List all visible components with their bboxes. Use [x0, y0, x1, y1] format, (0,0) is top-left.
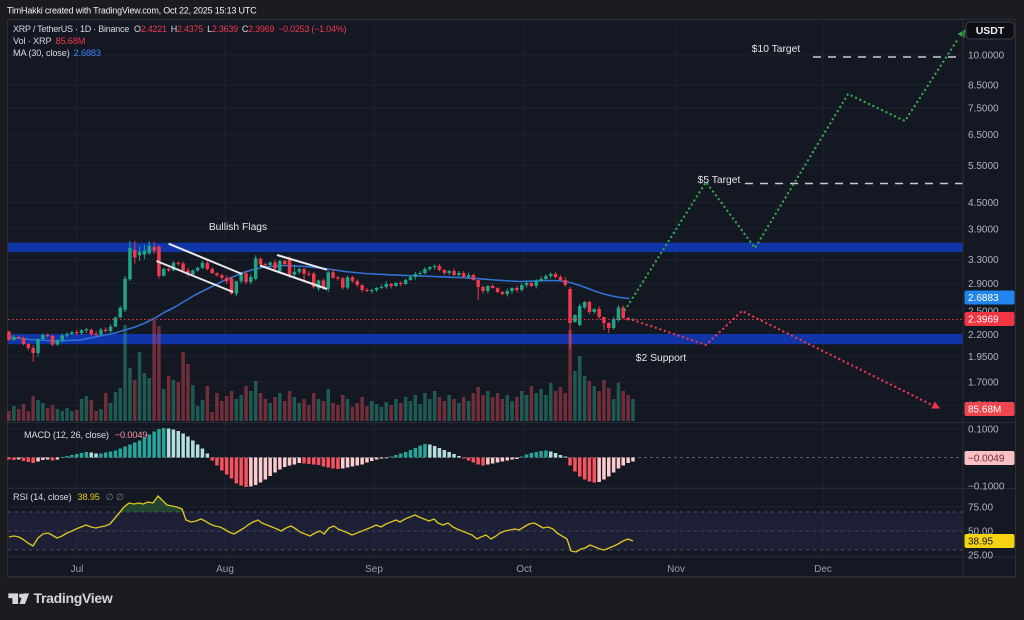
svg-text:38.95: 38.95: [968, 537, 993, 548]
svg-text:−0.1000: −0.1000: [968, 482, 1005, 493]
svg-text:$10 Target: $10 Target: [752, 44, 801, 55]
svg-text:TimHakki created with TradingV: TimHakki created with TradingView.com, O…: [7, 6, 257, 16]
svg-text:Oct: Oct: [516, 564, 532, 575]
svg-text:75.00: 75.00: [968, 503, 993, 514]
svg-text:Nov: Nov: [667, 564, 685, 575]
svg-text:Sep: Sep: [365, 564, 383, 575]
svg-text:Dec: Dec: [814, 564, 832, 575]
svg-text:USDT: USDT: [976, 25, 1005, 37]
svg-text:2.3969: 2.3969: [968, 315, 999, 326]
svg-text:$5 Target: $5 Target: [698, 175, 741, 186]
svg-text:85.68M: 85.68M: [968, 405, 1001, 416]
svg-text:25.00: 25.00: [968, 551, 993, 562]
svg-text:Jul: Jul: [71, 564, 84, 575]
svg-text:50.00: 50.00: [968, 527, 993, 538]
svg-text:MA (30, close)2.6883: MA (30, close) 2.6883: [13, 48, 101, 58]
svg-text:1.9500: 1.9500: [968, 352, 999, 363]
svg-text:6.5000: 6.5000: [968, 130, 999, 141]
svg-text:2.9000: 2.9000: [968, 279, 999, 290]
svg-text:$2 Support: $2 Support: [636, 353, 687, 364]
svg-text:MACD (12, 26, close)−0.0049: MACD (12, 26, close) −0.0049: [24, 430, 147, 440]
svg-text:8.5000: 8.5000: [968, 81, 999, 92]
svg-text:2.6883: 2.6883: [968, 293, 999, 304]
svg-text:3.9000: 3.9000: [968, 224, 999, 235]
svg-text:TradingView: TradingView: [34, 590, 113, 606]
svg-text:2.5000: 2.5000: [968, 306, 999, 317]
svg-text:2.2000: 2.2000: [968, 330, 999, 341]
svg-text:−0.0049: −0.0049: [968, 454, 1005, 465]
svg-text:4.5000: 4.5000: [968, 198, 999, 209]
svg-text:3.3000: 3.3000: [968, 255, 999, 266]
svg-text:RSI (14, close)38.95∅ ∅: RSI (14, close) 38.95 ∅ ∅: [13, 492, 124, 502]
svg-text:10.0000: 10.0000: [968, 51, 1005, 62]
svg-text:1.7000: 1.7000: [968, 378, 999, 389]
svg-text:5.5000: 5.5000: [968, 161, 999, 172]
svg-text:7.5000: 7.5000: [968, 104, 999, 115]
svg-text:0.1000: 0.1000: [968, 425, 999, 436]
svg-text:Aug: Aug: [216, 564, 234, 575]
svg-text:Bullish Flags: Bullish Flags: [209, 222, 267, 233]
